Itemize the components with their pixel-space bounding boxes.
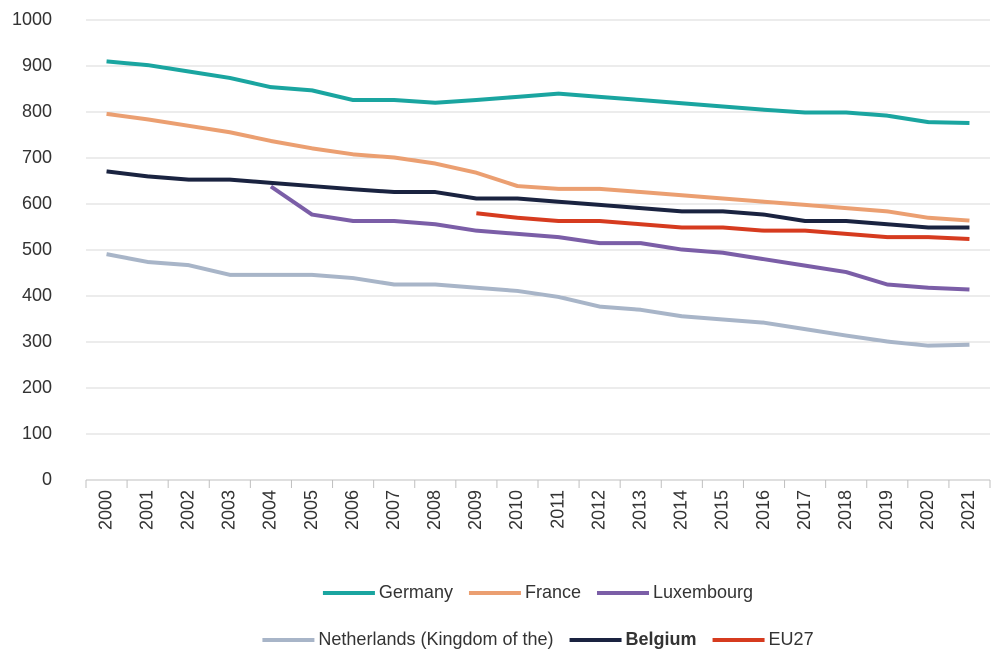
x-tick-label: 2018	[835, 490, 855, 530]
y-tick-label: 0	[42, 469, 52, 489]
x-tick-label: 2008	[424, 490, 444, 530]
x-tick-label: 2012	[588, 490, 608, 530]
series-line	[269, 184, 970, 292]
x-tick-label: 2013	[629, 490, 649, 530]
series-line	[106, 59, 970, 126]
x-tick-label: 2020	[917, 490, 937, 530]
series-line	[106, 111, 970, 223]
x-tick-label: 2021	[958, 490, 978, 530]
x-tick-label: 2016	[753, 490, 773, 530]
x-tick-label: 2002	[177, 490, 197, 530]
y-tick-label: 300	[22, 331, 52, 351]
y-tick-label: 400	[22, 285, 52, 305]
x-tick-label: 2017	[794, 490, 814, 530]
y-tick-label: 500	[22, 239, 52, 259]
legend-row: Germany France Luxembourg	[322, 582, 753, 602]
series-line	[106, 169, 970, 230]
x-tick-label: 2011	[547, 490, 567, 529]
x-tick-label: 2019	[876, 490, 896, 530]
legend-label: Germany	[379, 582, 453, 602]
x-tick-label: 2007	[383, 490, 403, 530]
x-tick-label: 2003	[219, 490, 239, 530]
x-tick-label: 2010	[506, 490, 526, 530]
y-tick-label: 600	[22, 193, 52, 213]
x-tick-label: 2015	[712, 490, 732, 530]
legend-label: EU27	[769, 629, 814, 649]
x-tick-label: 2001	[136, 490, 156, 530]
legend-label: Netherlands (Kingdom of the)	[318, 629, 553, 649]
series-line	[106, 252, 970, 348]
y-tick-label: 1000	[12, 9, 52, 29]
x-tick-label: 2004	[260, 490, 280, 530]
y-tick-label: 700	[22, 147, 52, 167]
y-tick-label: 100	[22, 423, 52, 443]
y-tick-label: 800	[22, 101, 52, 121]
legend-label: France	[525, 582, 581, 602]
legend-row: Netherlands (Kingdom of the) Belgium EU27	[262, 629, 814, 649]
x-tick-label: 2009	[465, 490, 485, 530]
x-tick-label: 2014	[671, 490, 691, 530]
x-tick-label: 2006	[342, 490, 362, 530]
y-tick-label: 900	[22, 55, 52, 75]
x-tick-label: 2000	[95, 490, 115, 530]
legend-label: Luxembourg	[653, 582, 753, 602]
x-tick-label: 2005	[301, 490, 321, 530]
legend-label: Belgium	[626, 629, 697, 649]
series-line	[476, 211, 970, 241]
y-tick-label: 200	[22, 377, 52, 397]
